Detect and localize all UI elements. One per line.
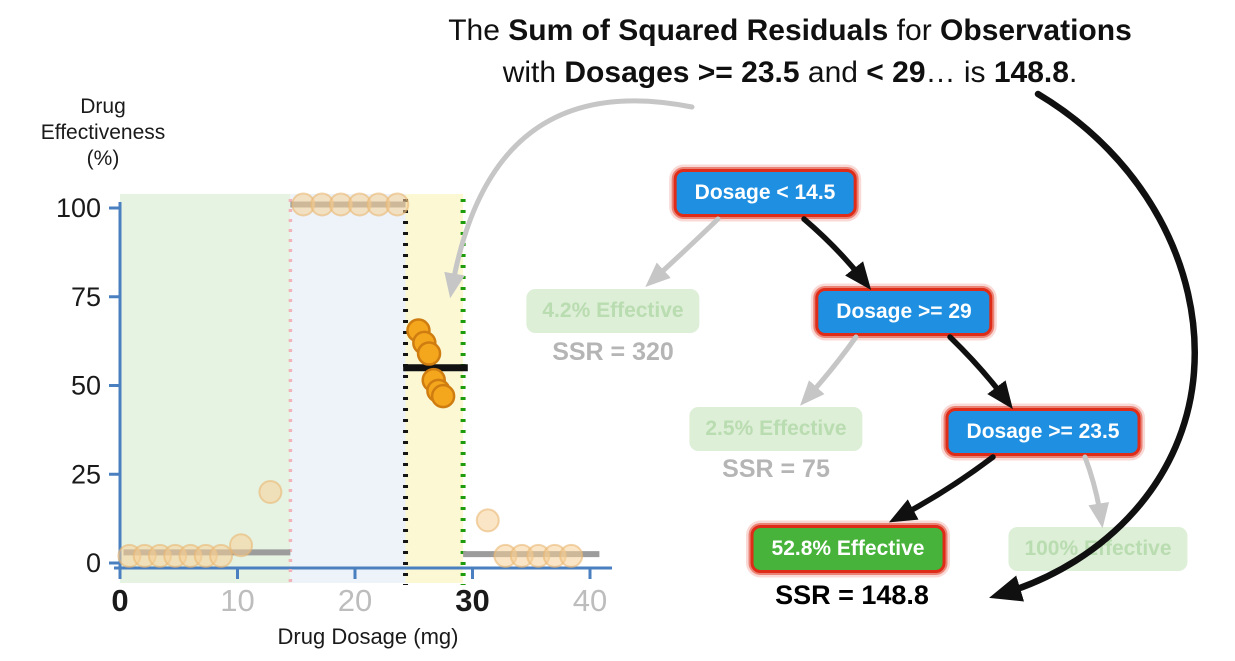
- headline-line-1: The Sum of Squared Residuals for Observa…: [448, 14, 1132, 47]
- tree-node-dosage-ge-23.5: Dosage >= 23.5: [945, 408, 1141, 456]
- x-tick-label: 0: [111, 583, 128, 618]
- tree-leaf-100-effective: 100% Effective: [1008, 527, 1188, 571]
- tree-leaf-4.2-effective: 4.2% Effective: [526, 289, 700, 333]
- y-axis-title-line: Drug: [80, 95, 126, 118]
- y-axis-title: Drug Effectiveness (%): [25, 94, 181, 172]
- headline-line-2: with Dosages >= 23.5 and < 29… is 148.8.: [502, 56, 1078, 89]
- y-tick-label: 75: [71, 282, 101, 312]
- y-tick-label: 25: [71, 459, 101, 489]
- data-point: [209, 543, 234, 568]
- data-point: [475, 508, 500, 533]
- tree-leaf-2.5-effective: 2.5% Effective: [689, 407, 863, 451]
- data-point-highlight: [416, 341, 442, 366]
- data-point: [385, 192, 410, 217]
- headline: The Sum of Squared Residuals for Observa…: [400, 10, 1180, 94]
- y-tick-label: 50: [71, 371, 101, 401]
- y-axis-title-line: (%): [86, 147, 120, 170]
- region-14.5-to-23.5: [290, 194, 406, 583]
- y-tick-label: 100: [56, 193, 101, 223]
- tree-node-dosage-ge-29: Dosage >= 29: [815, 288, 993, 336]
- region-below-14.5: [120, 194, 291, 583]
- data-point-highlight: [430, 383, 456, 409]
- y-axis-title-line: Effectiveness: [40, 121, 166, 144]
- data-point: [258, 480, 283, 504]
- tree-node-dosage-lt-14.5: Dosage < 14.5: [673, 169, 857, 217]
- data-point: [229, 533, 254, 558]
- ssr-75-label: SSR = 75: [722, 455, 830, 483]
- x-tick-label: 40: [573, 583, 607, 618]
- tree-leaf-52.8-effective: 52.8% Effective: [750, 525, 946, 573]
- ssr-320-label: SSR = 320: [552, 338, 674, 366]
- plot-data-points: [117, 192, 584, 568]
- data-point: [559, 543, 584, 568]
- y-tick-label: 0: [86, 548, 101, 578]
- plot-axes: 0 10 20 30 40 0 25 50 75 100: [56, 193, 612, 618]
- plot-threshold-lines: [288, 199, 466, 585]
- x-axis-title: Drug Dosage (mg): [277, 624, 459, 649]
- ssr-148.8-label: SSR = 148.8: [775, 580, 929, 610]
- x-tick-label: 30: [455, 583, 489, 618]
- x-tick-label: 20: [338, 583, 372, 618]
- plot-shaded-regions: [120, 194, 464, 583]
- x-tick-label: 10: [220, 583, 254, 618]
